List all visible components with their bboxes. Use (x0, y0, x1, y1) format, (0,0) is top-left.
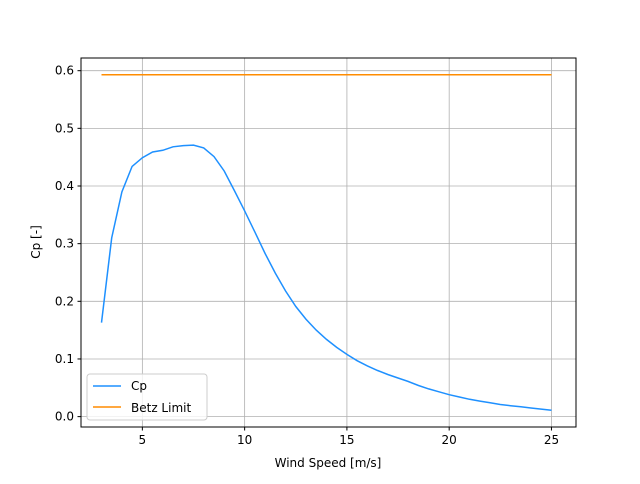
x-axis-label: Wind Speed [m/s] (275, 456, 382, 470)
y-tick-label: 0.0 (55, 410, 74, 424)
x-tick-label: 10 (237, 433, 252, 447)
legend-label-betz: Betz Limit (131, 401, 191, 415)
x-tick-label: 20 (442, 433, 457, 447)
y-axis-label: Cp [-] (29, 225, 43, 259)
series-lines (100, 73, 552, 412)
series-line-cp (100, 144, 552, 412)
y-tick-label: 0.6 (55, 64, 74, 78)
grid (81, 58, 576, 427)
x-tick-label: 15 (339, 433, 354, 447)
x-ticks: 5 10 15 20 25 (139, 427, 559, 447)
legend: Cp Betz Limit (86, 373, 208, 421)
y-ticks: 0.0 0.1 0.2 0.3 0.4 0.5 0.6 (55, 64, 81, 424)
x-tick-label: 5 (139, 433, 147, 447)
y-tick-label: 0.2 (55, 294, 74, 308)
legend-label-cp: Cp (131, 379, 147, 393)
x-tick-label: 25 (544, 433, 559, 447)
y-tick-label: 0.5 (55, 121, 74, 135)
plot-frame (80, 57, 577, 428)
y-tick-label: 0.3 (55, 237, 74, 251)
y-tick-label: 0.4 (55, 179, 74, 193)
y-tick-label: 0.1 (55, 352, 74, 366)
